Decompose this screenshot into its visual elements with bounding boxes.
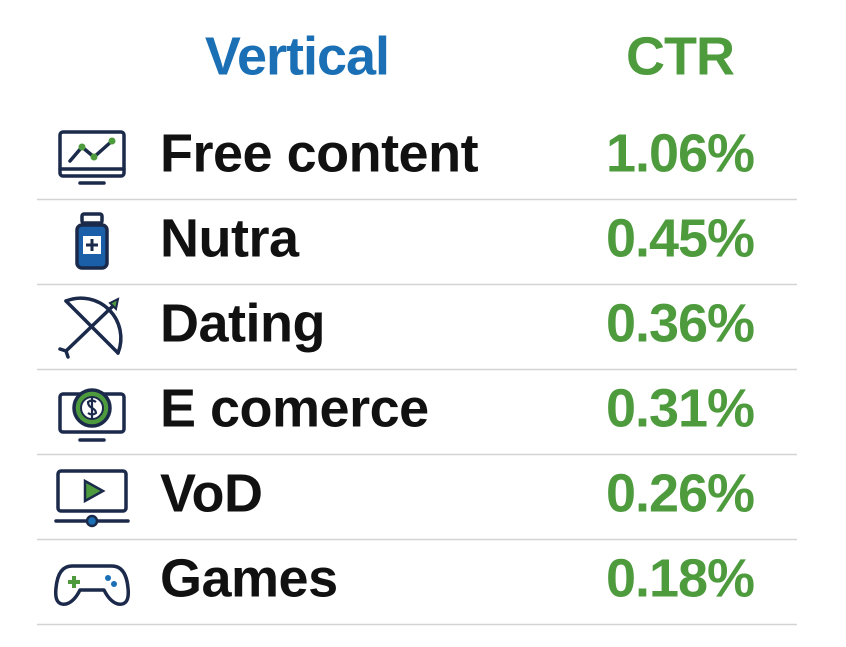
ctr-value: 0.31%	[606, 378, 754, 438]
ctr-value: 0.45%	[606, 208, 754, 268]
icon-games	[53, 564, 131, 606]
ctr-value: 1.06%	[606, 123, 754, 183]
icon-ecommerce	[58, 388, 126, 442]
ctr-value: 0.18%	[606, 548, 754, 608]
vertical-name: Games	[160, 548, 338, 608]
icon-dating	[58, 296, 123, 359]
ctr-value: 0.36%	[606, 293, 754, 353]
vertical-name: E comerce	[160, 378, 429, 438]
vertical-name: Dating	[160, 293, 325, 353]
icon-nutra	[75, 212, 109, 270]
vertical-name: VoD	[160, 463, 263, 523]
ctr-value: 0.26%	[606, 463, 754, 523]
vertical-name: Nutra	[160, 208, 300, 268]
icon-vod	[54, 469, 130, 528]
icon-free-content	[58, 130, 126, 185]
header-ctr: CTR	[626, 26, 734, 86]
header-vertical: Vertical	[205, 26, 389, 86]
vertical-name: Free content	[160, 123, 479, 183]
